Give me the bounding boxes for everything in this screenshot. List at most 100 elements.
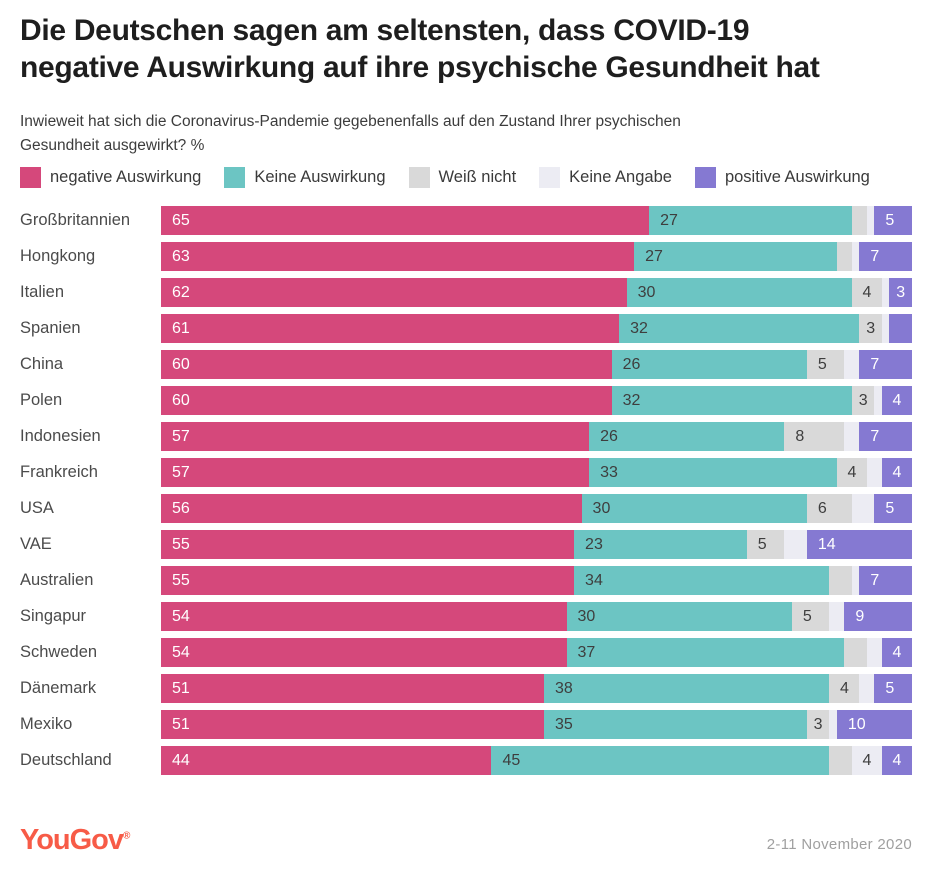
fieldwork-date: 2-11 November 2020 <box>766 836 912 853</box>
bar-segment-keine-auswirkung: 30 <box>581 494 807 523</box>
country-label: VAE <box>20 535 52 553</box>
bar-segment-value: 4 <box>847 464 857 481</box>
legend-swatch-icon <box>694 167 716 188</box>
bar-segment-negative-auswirkung: 54 <box>161 602 567 631</box>
bar-segment-value: 26 <box>622 356 641 373</box>
yougov-logo-text: YouGov <box>20 824 124 856</box>
bar-segment-value: 55 <box>172 536 190 553</box>
bar-segment-keine-auswirkung: 30 <box>566 602 792 631</box>
bar-segment-value: 4 <box>892 644 902 661</box>
bar-segment-wei-nicht: 6 <box>806 494 852 523</box>
bar-segment-value: 14 <box>817 536 836 553</box>
bar-segment-positive-auswirkung: 14 <box>806 530 912 559</box>
bar-segment-value: 38 <box>555 680 573 697</box>
bar-segment-negative-auswirkung: 54 <box>161 638 567 667</box>
bar-segment-wei-nicht: 8 <box>784 422 845 451</box>
chart-row-china: China 60 26 5 7 <box>20 350 912 379</box>
bar-segment-keine-auswirkung: 35 <box>544 710 807 739</box>
stacked-bar: 65 27 5 <box>161 206 912 235</box>
chart-row-singapur: Singapur 54 30 5 9 <box>20 602 912 631</box>
bar-segment-keine-angabe <box>859 674 875 703</box>
legend-label: Weiß nicht <box>438 168 517 186</box>
bar-segment-negative-auswirkung: 44 <box>161 746 492 775</box>
bar-segment-value: 5 <box>802 608 812 625</box>
bar-segment-value: 54 <box>172 608 190 625</box>
bar-segment-keine-angabe <box>866 638 882 667</box>
bar-segment-value: 61 <box>172 320 190 337</box>
stacked-bar: 44 45 4 4 <box>161 746 912 775</box>
bar-segment-keine-angabe <box>851 566 860 595</box>
bar-segment-wei-nicht: 3 <box>851 386 875 415</box>
bar-segment-value: 33 <box>600 464 618 481</box>
stacked-bar: 55 34 7 <box>161 566 912 595</box>
chart-row-d-nemark: Dänemark 51 38 4 5 <box>20 674 912 703</box>
footer: YouGov® 2-11 November 2020 <box>20 824 912 857</box>
bar-segment-wei-nicht <box>829 566 852 595</box>
bar-segment-positive-auswirkung: 9 <box>844 602 912 631</box>
bar-segment-value: 7 <box>870 356 880 373</box>
stacked-bar: 56 30 6 5 <box>161 494 912 523</box>
bar-segment-positive-auswirkung: 4 <box>881 386 912 415</box>
bar-segment-negative-auswirkung: 57 <box>161 458 590 487</box>
bar-segment-value: 27 <box>660 212 678 229</box>
bar-segment-value: 9 <box>855 608 865 625</box>
bar-segment-wei-nicht <box>836 242 852 271</box>
bar-segment-keine-angabe <box>881 314 890 343</box>
bar-segment-value: 8 <box>795 428 805 445</box>
bar-segment-wei-nicht: 5 <box>746 530 785 559</box>
country-label: China <box>20 355 64 373</box>
bar-segment-positive-auswirkung: 3 <box>889 278 912 307</box>
bar-segment-keine-angabe <box>844 422 860 451</box>
bar-segment-keine-angabe <box>881 278 890 307</box>
legend-item-negative-auswirkung: negative Auswirkung <box>20 167 201 188</box>
stacked-bar: 55 23 5 14 <box>161 530 912 559</box>
page-title-line1: Die Deutschen sagen am seltensten, dass … <box>20 14 750 47</box>
bar-segment-positive-auswirkung: 5 <box>874 674 912 703</box>
bar-segment-keine-auswirkung: 32 <box>611 386 852 415</box>
bar-segment-keine-angabe <box>829 602 845 631</box>
legend: negative Auswirkung Keine Auswirkung Weiß … <box>20 167 912 188</box>
bar-segment-keine-auswirkung: 30 <box>626 278 852 307</box>
bar-segment-wei-nicht: 4 <box>836 458 867 487</box>
bar-segment-value: 5 <box>885 500 895 517</box>
bar-segment-value: 5 <box>885 212 895 229</box>
chart-row-indonesien: Indonesien 57 26 8 7 <box>20 422 912 451</box>
bar-segment-value: 34 <box>585 572 603 589</box>
bar-segment-wei-nicht: 5 <box>791 602 830 631</box>
bar-segment-value: 60 <box>172 356 190 373</box>
bar-segment-positive-auswirkung: 7 <box>859 350 912 379</box>
bar-segment-positive-auswirkung: 4 <box>881 458 912 487</box>
stacked-bar: 54 30 5 9 <box>161 602 912 631</box>
bar-segment-keine-auswirkung: 27 <box>634 242 837 271</box>
bar-segment-value: 63 <box>172 248 190 265</box>
bar-segment-keine-auswirkung: 32 <box>619 314 860 343</box>
yougov-logo: YouGov® <box>20 824 130 857</box>
bar-segment-keine-angabe <box>829 710 837 739</box>
bar-segment-value: 57 <box>172 464 190 481</box>
bar-segment-value: 23 <box>585 536 603 553</box>
country-label: USA <box>20 499 54 517</box>
bar-segment-value: 4 <box>839 680 849 697</box>
bar-segment-negative-auswirkung: 51 <box>161 674 544 703</box>
bar-segment-value: 10 <box>847 716 866 733</box>
bar-segment-value: 60 <box>172 392 190 409</box>
chart-row-deutschland: Deutschland 44 45 4 4 <box>20 746 912 775</box>
bar-segment-value: 45 <box>502 752 521 769</box>
bar-segment-value: 51 <box>172 680 190 697</box>
bar-segment-keine-angabe <box>866 458 882 487</box>
stacked-bar: 51 38 4 5 <box>161 674 912 703</box>
legend-label: negative Auswirkung <box>50 168 202 186</box>
bar-segment-wei-nicht: 3 <box>806 710 830 739</box>
legend-label: Keine Angabe <box>569 168 672 186</box>
legend-swatch-icon <box>224 167 246 188</box>
bar-segment-value: 35 <box>555 716 573 733</box>
survey-question: Inwieweit hat sich die Coronavirus-Pande… <box>20 110 912 158</box>
legend-swatch-icon <box>20 167 41 188</box>
country-label: Frankreich <box>20 463 98 481</box>
chart: Großbritannien 65 27 5 Hongkong 63 27 7 Italien 6… <box>20 206 912 775</box>
legend-item-keine-angabe: Keine Angabe <box>539 167 672 188</box>
stacked-bar: 63 27 7 <box>161 242 912 271</box>
legend-swatch-icon <box>408 167 430 188</box>
bar-segment-value: 30 <box>592 500 611 517</box>
bar-segment-value: 32 <box>630 320 648 337</box>
